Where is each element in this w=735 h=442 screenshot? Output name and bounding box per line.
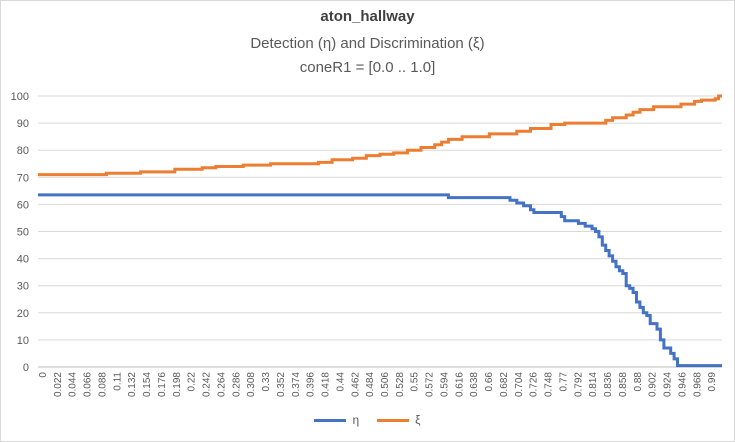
x-tick-label: 0.242 <box>202 372 213 397</box>
x-tick-label: 0.462 <box>350 372 361 397</box>
x-tick-label: 0.836 <box>603 372 614 397</box>
x-tick-label: 0.374 <box>291 372 302 397</box>
x-tick-label: 0.572 <box>425 372 436 397</box>
x-tick-label: 0.66 <box>484 372 495 392</box>
x-tick-label: 0.616 <box>454 372 465 397</box>
x-tick-label: 0.528 <box>395 372 406 397</box>
x-tick-label: 0.396 <box>306 372 317 397</box>
x-tick-label: 0.198 <box>172 372 183 397</box>
x-tick-label: 0.858 <box>618 372 629 397</box>
x-tick-label: 0.704 <box>514 372 525 397</box>
x-tick-label: 0 <box>38 372 49 378</box>
x-tick-label: 0.638 <box>469 372 480 397</box>
x-tick-label: 0.726 <box>529 372 540 397</box>
legend-item-xi: ξ <box>377 413 421 427</box>
x-tick-label: 0.748 <box>544 372 555 397</box>
series-line-xi <box>38 94 722 177</box>
x-tick-label: 0.176 <box>157 372 168 397</box>
x-tick-label: 0.022 <box>53 372 64 397</box>
x-tick-label: 0.506 <box>380 372 391 397</box>
y-tick-label: 90 <box>17 118 29 130</box>
legend-swatch-xi <box>377 418 410 422</box>
y-tick-label: 60 <box>17 199 29 211</box>
x-tick-label: 0.11 <box>112 372 123 391</box>
x-tick-label: 0.044 <box>68 372 79 397</box>
x-tick-label: 0.418 <box>321 372 332 397</box>
x-tick-label: 0.44 <box>335 372 346 392</box>
x-tick-label: 0.55 <box>410 372 421 392</box>
x-tick-label: 0.132 <box>127 372 138 397</box>
x-tick-label: 0.814 <box>588 372 599 397</box>
y-tick-label: 20 <box>17 308 29 320</box>
legend-item-eta: η <box>314 413 359 427</box>
x-tick-label: 0.33 <box>261 372 272 392</box>
x-tick-label: 0.594 <box>439 372 450 397</box>
series-line-eta <box>38 193 722 368</box>
chart-legend: η ξ <box>0 413 735 427</box>
x-tick-label: 0.066 <box>83 372 94 397</box>
x-tick-label: 0.308 <box>246 372 257 397</box>
y-tick-label: 40 <box>17 254 29 266</box>
legend-label-xi: ξ <box>415 413 421 427</box>
y-tick-label: 80 <box>17 145 29 157</box>
x-tick-label: 0.484 <box>365 372 376 397</box>
x-tick-label: 0.88 <box>633 372 644 392</box>
x-tick-label: 0.924 <box>663 372 674 397</box>
x-tick-label: 0.154 <box>142 372 153 397</box>
chart-subtitle-range: coneR1 = [0.0 .. 1.0] <box>299 59 436 76</box>
legend-label-eta: η <box>352 413 360 427</box>
y-tick-label: 0 <box>23 362 29 374</box>
legend-swatch-eta <box>314 418 347 422</box>
y-tick-label: 30 <box>17 281 29 293</box>
x-tick-label: 0.792 <box>573 372 584 397</box>
x-tick-label: 0.352 <box>276 372 287 397</box>
chart-title: aton_hallway <box>320 8 415 25</box>
x-tick-label: 0.946 <box>677 372 688 397</box>
chart-subtitle: Detection (η) and Discrimination (ξ) <box>250 35 485 52</box>
x-tick-label: 0.682 <box>499 372 510 397</box>
y-tick-label: 70 <box>17 172 29 184</box>
y-tick-label: 10 <box>17 335 29 347</box>
x-tick-label: 0.088 <box>97 372 108 397</box>
x-tick-label: 0.968 <box>692 372 703 397</box>
x-tick-label: 0.286 <box>231 372 242 397</box>
x-tick-label: 0.99 <box>707 372 718 392</box>
x-tick-label: 0.902 <box>648 372 659 397</box>
y-tick-label: 100 <box>11 91 29 103</box>
x-tick-label: 0.77 <box>558 372 569 392</box>
x-tick-label: 0.264 <box>216 372 227 397</box>
x-tick-label: 0.22 <box>187 372 198 392</box>
y-tick-label: 50 <box>17 227 29 239</box>
